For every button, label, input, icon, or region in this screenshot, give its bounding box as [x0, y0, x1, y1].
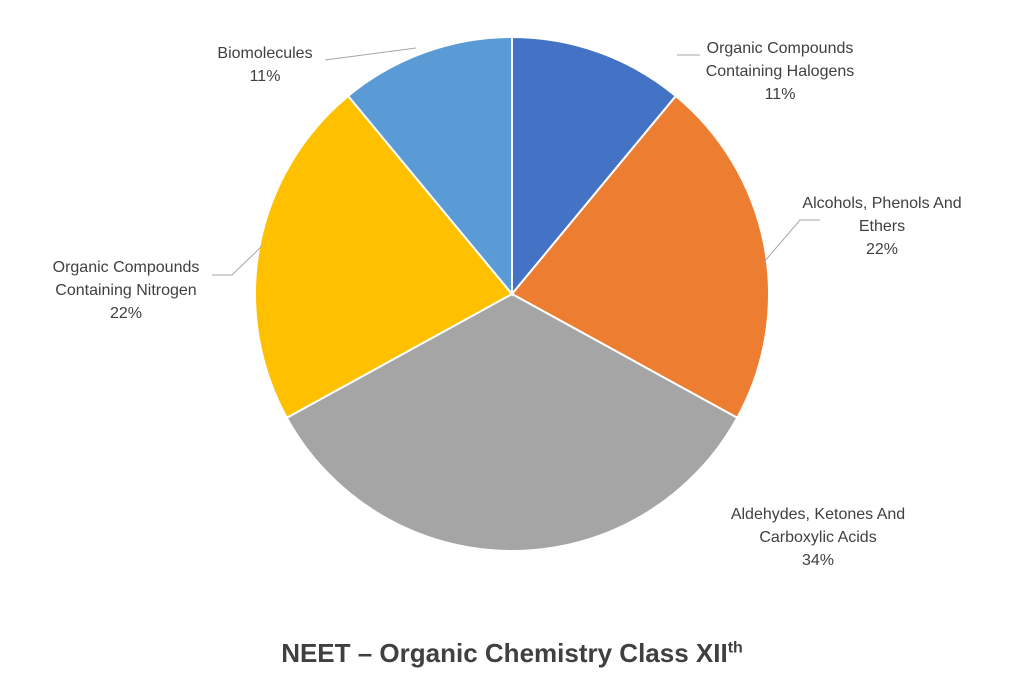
slice-percent: 11%: [765, 86, 796, 103]
slice-label-line: Alcohols, Phenols And: [802, 195, 961, 212]
slice-label-line: Containing Nitrogen: [55, 282, 196, 299]
slice-percent: 22%: [866, 241, 898, 258]
slice-data-label: Organic Compounds Containing Halogens 11%: [706, 40, 855, 103]
pie-slice: [510, 94, 770, 420]
pie-slice: [254, 94, 514, 420]
pie-slice: [285, 292, 739, 553]
slice-percent: 11%: [250, 68, 281, 85]
leader-line: [212, 245, 263, 276]
leader-line: [324, 47, 417, 61]
chart-title-superscript: th: [727, 639, 743, 657]
slice-label-line: Organic Compounds: [53, 259, 200, 276]
slice-percent: 34%: [802, 552, 834, 569]
pie-slice: [346, 35, 513, 297]
leader-line: [763, 219, 820, 263]
pie-labels: Organic Compounds Containing Halogens 11% A…: [53, 40, 962, 569]
chart-title-text: NEET – Organic Chemistry Class XII: [281, 638, 728, 668]
slice-label-line: Carboxylic Acids: [759, 529, 876, 546]
chart-title: NEET – Organic Chemistry Class XIIth: [0, 638, 1024, 669]
slice-label-line: Ethers: [859, 218, 905, 235]
slice-data-label: Aldehydes, Ketones And Carboxylic Acids 34…: [731, 506, 905, 569]
slice-data-label: Biomolecules 11%: [217, 45, 312, 85]
pie-slice: [511, 35, 678, 297]
slice-label-line: Containing Halogens: [706, 63, 855, 80]
slice-label-line: Organic Compounds: [707, 40, 854, 57]
pie-slices: [254, 35, 770, 553]
slice-label-line: Biomolecules: [217, 45, 312, 62]
slice-percent: 22%: [110, 305, 142, 322]
slice-data-label: Organic Compounds Containing Nitrogen 22%: [53, 259, 200, 322]
slice-data-label: Alcohols, Phenols And Ethers 22%: [802, 195, 961, 258]
slice-label-line: Aldehydes, Ketones And: [731, 506, 905, 523]
